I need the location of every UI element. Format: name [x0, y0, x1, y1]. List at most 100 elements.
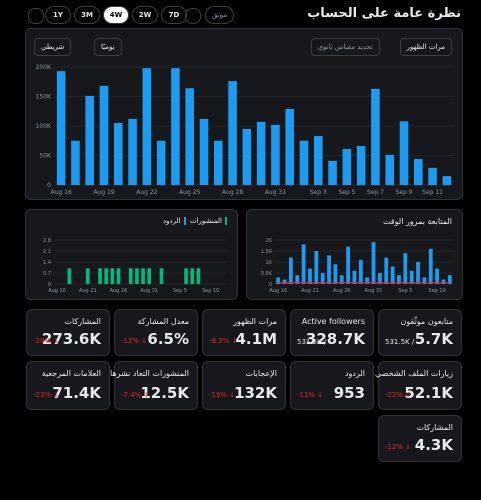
- x-tick-label: Sep 10: [202, 288, 219, 294]
- bar: [447, 275, 452, 284]
- stat-card: مرات الظهور 4.1M -9.2% ↓: [202, 309, 286, 356]
- y-tick-label: 150K: [36, 94, 52, 101]
- card-value: 71.4K: [52, 384, 101, 402]
- bar: [428, 167, 437, 185]
- bar: [314, 136, 323, 185]
- card-value: 52.1K: [404, 384, 453, 402]
- x-tick-label: Sep 3: [310, 189, 327, 196]
- card-value: 4.3K: [414, 436, 453, 454]
- page-title: نظرة عامة على الحساب: [307, 6, 461, 21]
- y-tick-label: 0: [47, 182, 51, 189]
- card-change: -12% ↓: [385, 443, 412, 451]
- bar: [116, 268, 121, 284]
- bar: [98, 268, 102, 284]
- stat-card: Active followers 328.7K 531.5K /: [290, 309, 374, 356]
- card-change: -12% ↓: [121, 337, 148, 345]
- bar: [196, 268, 201, 284]
- stat-card: الإعجابات 132K -19% ↓: [202, 361, 286, 410]
- x-tick-label: Aug 31: [140, 288, 158, 294]
- bar: [156, 140, 166, 185]
- bar: [104, 268, 109, 284]
- bar: [308, 268, 312, 284]
- bar: [371, 242, 376, 284]
- bar: [110, 268, 115, 284]
- download-button[interactable]: [28, 8, 44, 24]
- card-change: -23% ↓: [33, 391, 60, 399]
- stat-card: العلامات المرجعية 71.4K -23% ↓: [26, 361, 110, 410]
- stat-card: زيارات الملف الشخصي 52.1K -22% ↓: [374, 361, 462, 410]
- bar: [435, 268, 440, 284]
- bar: [403, 253, 408, 284]
- x-tick-label: Aug 16: [269, 288, 287, 294]
- y-tick-label: 2.8: [43, 238, 51, 244]
- x-tick-label: Aug 31: [365, 288, 383, 294]
- style-dropdown[interactable]: شريطي: [34, 38, 72, 56]
- card-label: Active followers: [301, 317, 365, 326]
- panel-title: المتابعة بمرور الوقت: [382, 217, 452, 226]
- y-tick-label: 1.5K: [261, 249, 273, 255]
- card-label: المنشورات التعاد نشرها: [109, 369, 189, 378]
- bar: [85, 268, 90, 284]
- bar: [365, 277, 370, 284]
- range-button[interactable]: 3M: [74, 6, 100, 24]
- verified-filter[interactable]: موثق: [205, 6, 235, 24]
- range-button[interactable]: 2W: [132, 6, 158, 24]
- stat-card: الردود 953 -11% ↓: [290, 361, 374, 410]
- card-value: 12.5K: [140, 384, 189, 402]
- bar: [442, 176, 452, 185]
- x-tick-label: Aug 25: [179, 189, 200, 196]
- x-tick-label: Sep 10: [428, 288, 445, 294]
- card-value: 328.7K: [305, 330, 365, 348]
- range-button[interactable]: 4W: [103, 6, 129, 24]
- card-label: معدل المشاركة: [137, 317, 189, 326]
- card-value: 5.7K: [414, 330, 453, 348]
- x-tick-label: Aug 16: [51, 189, 72, 196]
- y-tick-label: 2.1: [43, 249, 51, 255]
- bar: [135, 268, 139, 284]
- metric-dropdown[interactable]: مرات الظهور: [399, 38, 452, 56]
- bar: [128, 118, 137, 185]
- bar: [422, 277, 427, 284]
- card-label: متابعون موثّقون: [400, 317, 453, 326]
- card-value: 953: [333, 384, 365, 402]
- card-change: -9.2% ↓: [209, 337, 238, 345]
- legend-item: المنشورات: [189, 217, 227, 225]
- bar: [185, 88, 194, 185]
- bar: [414, 159, 423, 185]
- card-label: الردود: [344, 369, 365, 378]
- bar: [384, 257, 389, 284]
- card-value: 273.6K: [41, 330, 101, 348]
- bar: [71, 140, 80, 185]
- stat-card: معدل المشاركة 6.5% -12% ↓: [114, 309, 198, 356]
- range-button[interactable]: 7D: [161, 6, 187, 24]
- bar: [282, 279, 287, 284]
- card-label: مرات الظهور: [233, 317, 277, 326]
- y-tick-label: 0: [48, 282, 51, 288]
- card-label: زيارات الملف الشخصي: [374, 369, 453, 378]
- card-value: 132K: [234, 384, 277, 402]
- impressions-chart: 0 50K 100K 150K 200K Aug 16 Aug 19 Aug 22 Aug 25…: [36, 64, 454, 196]
- bar: [342, 149, 352, 185]
- bar: [142, 68, 152, 185]
- x-tick-label: Aug 19: [93, 189, 114, 196]
- y-tick-label: 1.4: [43, 260, 51, 266]
- y-tick-label: 1K: [266, 260, 273, 266]
- secondary-dropdown[interactable]: تحديد مقياس ثانوي: [310, 38, 380, 56]
- stat-card: المشاركات 4.3K -12% ↓: [378, 415, 462, 462]
- bar: [147, 268, 152, 284]
- range-button[interactable]: 1Y: [45, 6, 71, 24]
- bar: [320, 273, 325, 284]
- bar: [85, 95, 94, 185]
- card-change: -20% ↓: [33, 337, 60, 345]
- interval-dropdown[interactable]: يوميًا: [94, 38, 122, 56]
- stat-card: متابعون موثّقون 5.7K 531.5K /: [378, 309, 462, 356]
- line: [278, 281, 450, 284]
- x-tick-label: Sep 5: [173, 288, 187, 294]
- card-sub: 531.5K /: [297, 338, 327, 346]
- bar: [271, 124, 280, 185]
- calendar-button[interactable]: [185, 8, 201, 24]
- bar: [339, 275, 344, 284]
- x-tick-label: Aug 22: [136, 189, 157, 196]
- posts-chart-panel: المنشورات الردود 0 0.7 1.4 2.1 2.8 Aug 16 Aug …: [25, 209, 238, 300]
- x-tick-label: Aug 28: [222, 189, 243, 196]
